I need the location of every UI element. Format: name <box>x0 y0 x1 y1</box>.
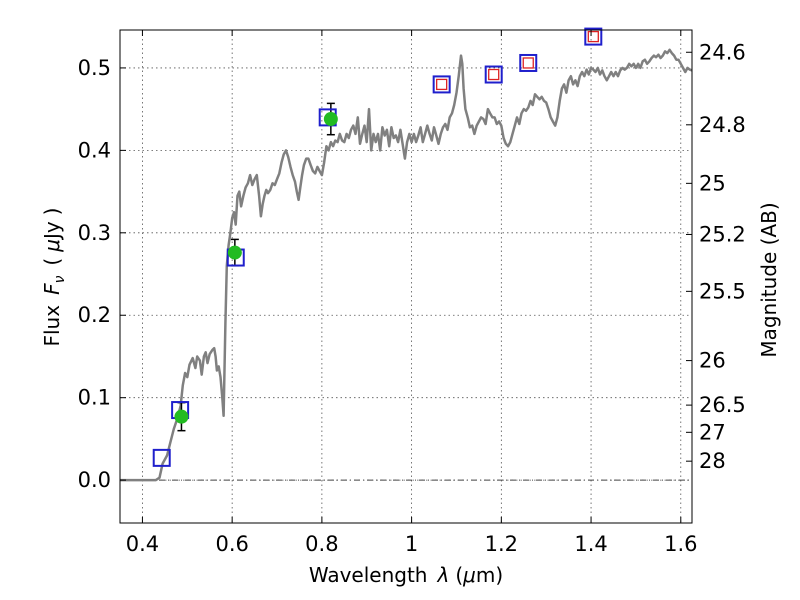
y2-tick-label: 25.2 <box>699 222 746 246</box>
y2-axis-label: Magnitude (AB) <box>757 202 781 357</box>
band-square-blue <box>152 448 171 467</box>
x-axis-label-unit-open: ( <box>455 563 463 587</box>
y-axis-label-symbol: F <box>40 283 64 295</box>
y-tick-label: 0.2 <box>78 303 111 327</box>
y-tick-label: 0.3 <box>78 221 111 245</box>
band-square-blue <box>484 65 503 84</box>
x-axis-label-unit-rest: m) <box>476 563 503 587</box>
x-axis-label-unit-mu: μ <box>462 563 476 587</box>
y-tick-label: 0.1 <box>78 386 111 410</box>
band-square-blue <box>432 75 451 94</box>
y-axis-label-unit-mu: μ <box>40 239 64 253</box>
y-axis-label-subscript: ν <box>52 275 68 283</box>
measured-point <box>227 245 242 260</box>
x-tick-label: 0.6 <box>215 532 248 556</box>
y2-tick-label: 24.8 <box>699 113 746 137</box>
band-square-red <box>587 30 599 43</box>
x-tick-label: 0.4 <box>126 532 159 556</box>
y2-tick-label: 27 <box>699 420 726 444</box>
band-square-blue <box>519 53 538 72</box>
y-tick-label: 0.4 <box>78 138 111 162</box>
series-layer <box>120 27 693 482</box>
measured-point <box>323 112 338 127</box>
y2-tick-label: 26.5 <box>699 393 746 417</box>
tick-layer: 0.4 0.6 0.8 1 1.2 1.4 1.6 0.0 0.1 0.2 0.3 0.4 0.5 24.… <box>78 30 746 556</box>
x-tick-label: 1.6 <box>664 532 697 556</box>
measured-point <box>174 409 189 424</box>
x-tick-label: 1.4 <box>574 532 607 556</box>
y2-tick-label: 25.5 <box>699 279 746 303</box>
band-square-red <box>488 68 500 81</box>
x-tick-label: 1.2 <box>485 532 518 556</box>
spectrum-line <box>120 48 693 482</box>
y-axis-label: Flux Fν ( μJy) <box>40 207 68 346</box>
y-tick-label: 0.0 <box>78 468 111 492</box>
x-tick-label: 1 <box>405 532 418 556</box>
y-axis-label-unit-open: ( <box>40 258 64 266</box>
y2-tick-label: 26 <box>699 349 726 373</box>
y2-tick-label: 24.6 <box>699 40 746 64</box>
band-square-blue <box>584 27 603 46</box>
y-axis-label-unit-rest: Jy <box>40 221 64 241</box>
band-square-red <box>522 57 534 69</box>
y-tick-label: 0.5 <box>78 56 111 80</box>
x-axis-label-symbol: λ <box>436 563 449 587</box>
y2-tick-label: 25 <box>699 171 726 195</box>
plot-frame <box>119 29 693 524</box>
y-axis-label-unit-close: ) <box>40 207 64 215</box>
y-axis-label-text: Flux <box>40 305 64 347</box>
band-square-red <box>436 78 448 91</box>
y2-tick-label: 28 <box>699 449 726 473</box>
x-axis-label: Wavelength λ (μm) <box>309 563 503 587</box>
x-tick-label: 0.8 <box>305 532 338 556</box>
x-axis-label-text: Wavelength <box>309 563 428 587</box>
